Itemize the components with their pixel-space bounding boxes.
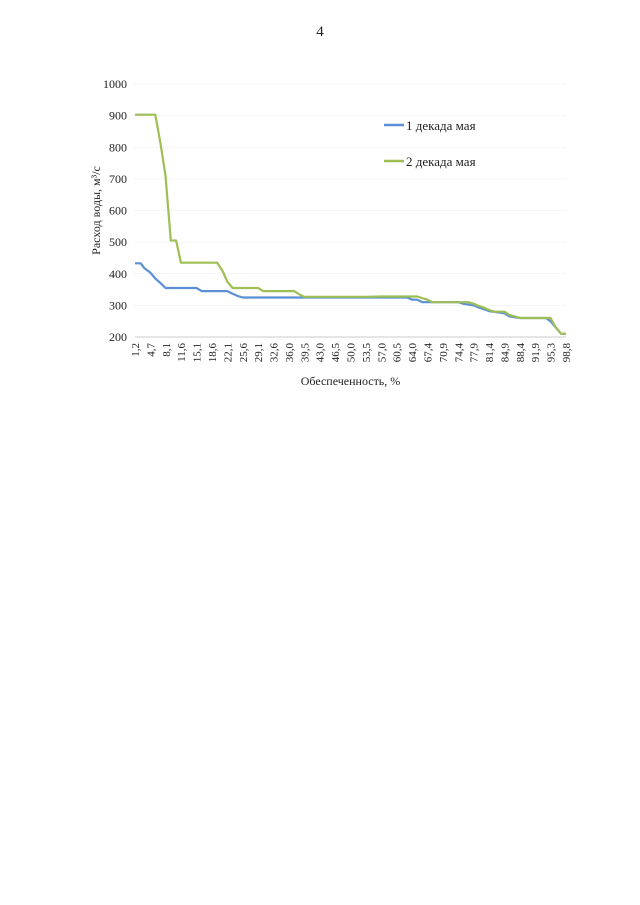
y-tick-label: 200: [109, 330, 127, 344]
y-tick-label: 600: [109, 204, 127, 218]
x-tick-label: 53,5: [361, 343, 373, 363]
x-tick-label: 46,5: [330, 343, 342, 363]
y-tick-label: 400: [109, 267, 127, 281]
x-tick-label: 11,6: [176, 343, 188, 362]
x-tick-label: 57,0: [376, 343, 388, 363]
x-tick-label: 32,6: [269, 343, 281, 363]
x-tick-label: 36,0: [284, 343, 296, 363]
x-tick-label: 64,0: [407, 343, 419, 363]
x-tick-label: 70,9: [438, 343, 450, 363]
x-tick-label: 98,8: [561, 343, 573, 363]
x-tick-label: 22,1: [222, 343, 234, 362]
x-tick-label: 25,6: [238, 343, 250, 363]
x-tick-label: 43,0: [315, 343, 327, 363]
flow-duration-chart: 200 300 400 500 600 700 800 900 1000 1,2 4,7 8,1 11,…: [89, 77, 573, 388]
x-tick-label: 91,9: [530, 343, 542, 363]
legend-label-2: 2 декада мая: [406, 154, 476, 169]
y-tick-label: 800: [109, 140, 127, 154]
x-tick-label: 67,4: [422, 343, 434, 363]
x-tick-label: 39,5: [299, 343, 311, 363]
x-tick-label: 60,5: [392, 343, 404, 363]
x-tick-label: 74,4: [453, 343, 465, 363]
y-tick-label: 500: [109, 235, 127, 249]
y-tick-label: 300: [109, 298, 127, 312]
page-number: 4: [316, 24, 324, 40]
x-tick-label: 18,6: [207, 343, 219, 363]
legend-label-1: 1 декада мая: [406, 118, 476, 133]
chart-container: 200 300 400 500 600 700 800 900 1000 1,2 4,7 8,1 11,…: [0, 0, 640, 420]
y-tick-label: 700: [109, 172, 127, 186]
x-tick-label: 50,0: [346, 343, 358, 363]
y-axis-title: Расход воды, м³/с: [89, 166, 103, 255]
x-tick-label: 29,1: [253, 343, 265, 362]
x-tick-label: 88,4: [515, 343, 527, 363]
x-tick-label: 77,9: [469, 343, 481, 363]
x-tick-label: 81,4: [484, 343, 496, 363]
x-tick-label: 95,3: [546, 343, 558, 363]
x-axis-title: Обеспеченность, %: [301, 374, 401, 388]
x-tick-label: 15,1: [192, 343, 204, 362]
x-tick-label: 84,9: [499, 343, 511, 363]
x-tick-label: 4,7: [145, 343, 157, 357]
x-tick-label: 1,2: [130, 343, 142, 357]
y-tick-label: 1000: [103, 77, 127, 91]
series-line-2: [135, 113, 566, 335]
x-tick-label: 8,1: [161, 343, 173, 357]
y-tick-label: 900: [109, 109, 127, 123]
